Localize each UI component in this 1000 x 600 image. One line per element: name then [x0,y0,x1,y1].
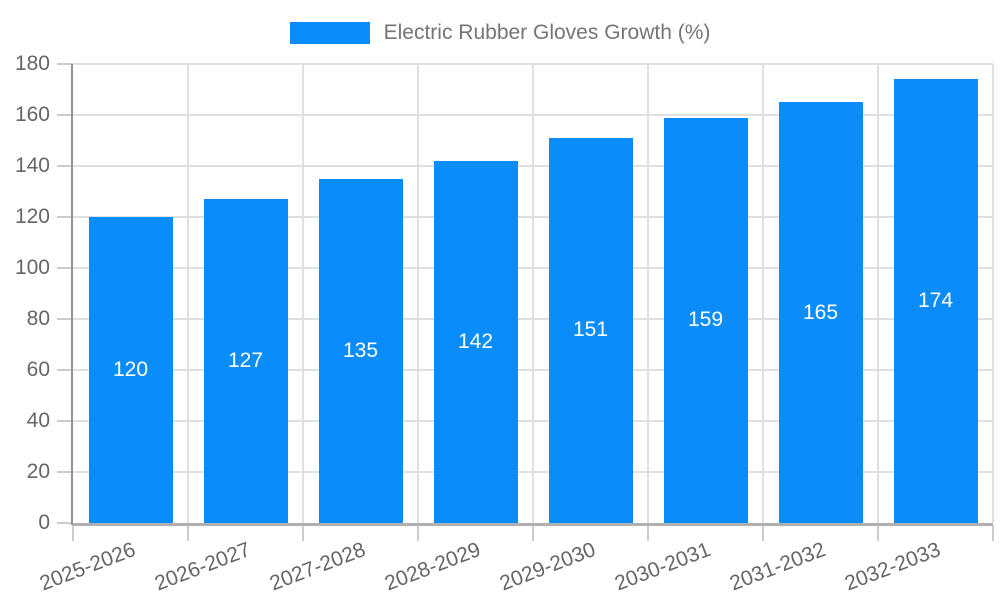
gridline-vertical [647,64,649,523]
y-axis-tick [57,471,73,473]
x-axis-tick-label: 2025-2026 [36,538,139,596]
legend-label: Electric Rubber Gloves Growth (%) [383,21,711,44]
y-axis-tick-label: 140 [14,154,50,177]
y-axis-tick [57,114,73,116]
bar-value-label: 151 [572,318,609,342]
bar-2028-2029[interactable] [433,160,518,523]
y-axis-tick [57,369,73,371]
y-axis-tick [57,165,73,167]
y-axis-tick-label: 20 [26,460,50,483]
y-axis-tick [57,318,73,320]
x-axis-tick [992,525,994,541]
y-axis-tick-label: 60 [26,358,50,381]
y-axis-tick-label: 160 [14,103,50,126]
bar-value-label: 159 [687,308,724,332]
bar-value-label: 165 [802,300,839,324]
y-axis-tick-label: 40 [26,409,50,432]
bar-2030-2031[interactable] [663,117,748,523]
y-axis-line [71,64,73,525]
y-axis-tick [57,522,73,524]
gridline-vertical [302,64,304,523]
bar-2025-2026[interactable] [88,217,173,523]
y-axis-tick [57,420,73,422]
bar-2026-2027[interactable] [203,199,288,523]
x-axis-tick [187,525,189,541]
gridline-vertical [762,64,764,523]
y-axis-tick [57,216,73,218]
bar-value-label: 135 [342,338,379,362]
x-axis-tick-label: 2030-2031 [611,538,714,596]
legend-swatch [289,22,370,44]
x-axis-tick [647,525,649,541]
y-axis-tick [57,63,73,65]
y-axis-tick-label: 0 [38,511,50,534]
legend: Electric Rubber Gloves Growth (%) [0,21,1000,45]
bar-value-label: 127 [227,349,264,373]
x-axis-tick [72,525,74,541]
x-axis-tick [302,525,304,541]
x-axis-tick-label: 2028-2029 [381,538,484,596]
x-axis-tick [877,525,879,541]
gridline-vertical [532,64,534,523]
y-axis-tick-label: 180 [14,52,50,75]
bar-value-label: 120 [112,358,149,381]
x-axis-tick-label: 2027-2028 [266,538,369,596]
gridline-vertical [992,64,994,523]
x-axis-tick [417,525,419,541]
bar-2032-2033[interactable] [893,79,978,523]
x-axis-tick-label: 2029-2030 [496,538,599,596]
gridline-vertical [877,64,879,523]
gridline-vertical [417,64,419,523]
x-axis-tick-label: 2031-2032 [726,538,829,596]
x-axis-line [73,523,993,526]
bar-2031-2032[interactable] [778,102,863,523]
x-axis-tick [532,525,534,541]
bar-value-label: 142 [457,329,494,353]
bar-2029-2030[interactable] [548,137,633,523]
y-axis-tick-label: 120 [14,205,50,228]
x-axis-tick [762,525,764,541]
bar-2027-2028[interactable] [318,178,403,523]
y-axis-tick-label: 80 [26,307,50,330]
legend-item[interactable]: Electric Rubber Gloves Growth (%) [289,21,711,45]
gridline-vertical [187,64,189,523]
bar-value-label: 174 [917,289,954,313]
x-axis-tick-label: 2032-2033 [841,538,944,596]
x-axis-tick-label: 2026-2027 [151,538,254,596]
y-axis-tick-label: 100 [14,256,50,279]
y-axis-tick [57,267,73,269]
